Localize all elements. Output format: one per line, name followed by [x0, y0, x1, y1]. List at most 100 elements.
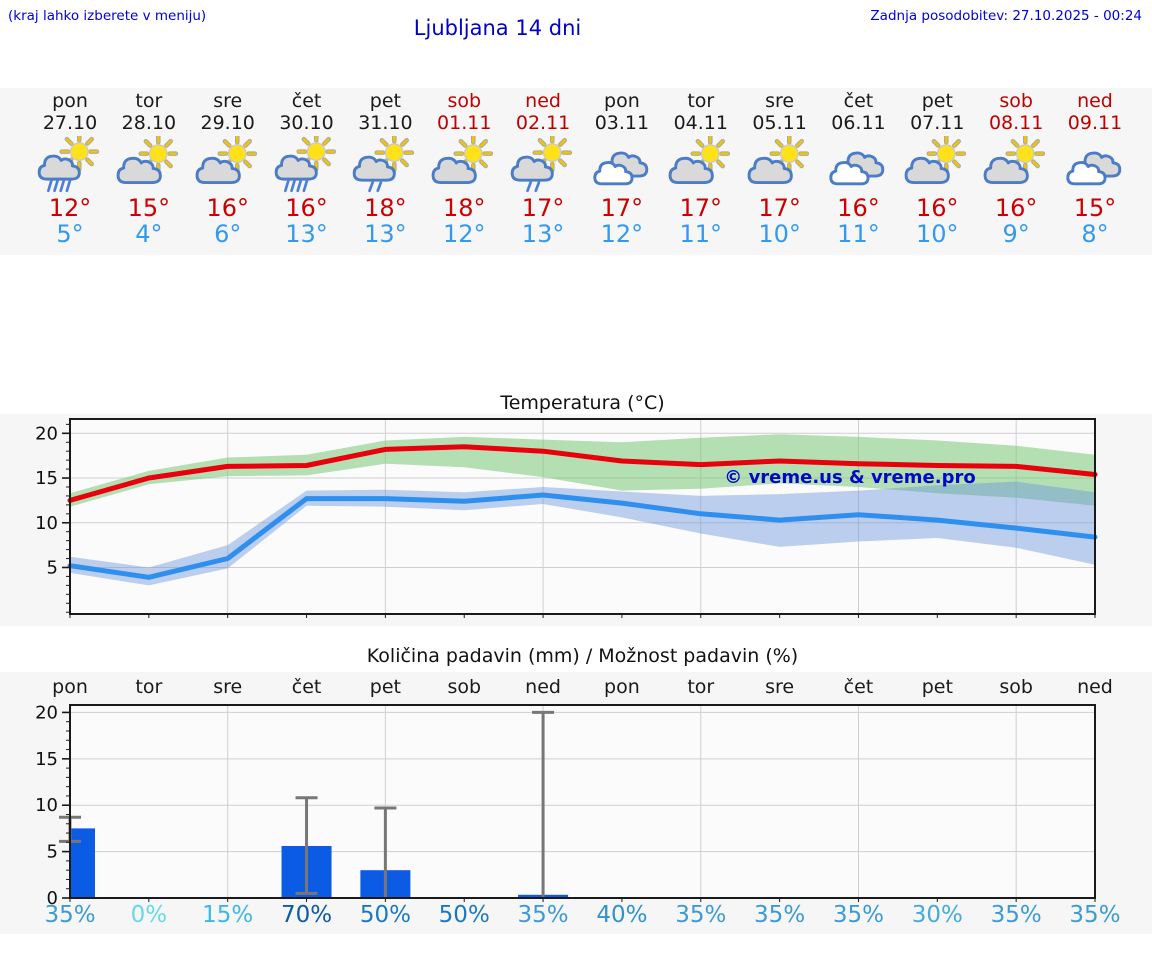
day-high-temp: 16° [206, 194, 249, 222]
precip-day-label: sob [447, 676, 482, 698]
precipitation-chart: pon tor sre čet pet sob ned pon tor sre čet pet sob n… [0, 672, 1152, 934]
precip-day-label: tor [687, 676, 715, 698]
day-column[interactable]: sob 01.11 18° 12° [425, 88, 504, 247]
precip-probability-label: 70% [280, 902, 333, 928]
precip-probability-label: 50% [438, 902, 490, 928]
day-name-label: sre [213, 90, 243, 112]
daily-forecast-row: pon 27.10 12° 5° tor 28.10 15° 4° sre 29.10 16° 6° č… [31, 88, 1135, 247]
day-high-temp: 15° [1073, 194, 1117, 222]
precip-day-label: sre [765, 676, 795, 698]
precip-probability-label: 35% [754, 902, 806, 928]
temperature-chart-title: Temperatura (°C) [500, 392, 665, 414]
day-column[interactable]: čet 30.10 16° 13° [267, 88, 346, 247]
day-column[interactable]: tor 28.10 15° 4° [109, 88, 188, 247]
day-column[interactable]: pet 31.10 18° 13° [346, 88, 425, 247]
day-column[interactable]: pon 03.11 17° 12° [583, 88, 662, 247]
day-low-temp: 13° [521, 220, 565, 248]
weather-cloudy-icon [819, 135, 898, 195]
weather-sun-cloud-icon [109, 135, 188, 195]
weather-sun-cloud-icon [425, 135, 504, 195]
precip-probability-label: 0% [130, 902, 168, 928]
day-low-temp: 12° [442, 220, 486, 248]
precip-day-label: tor [135, 676, 163, 698]
day-column[interactable]: sre 05.11 17° 10° [740, 88, 819, 247]
day-high-temp: 15° [127, 194, 171, 222]
precip-percent-row: 35% 0% 15% 70% 50% 50% 35% 40% 35% 35% 35% 30% 35% 35… [31, 901, 1135, 929]
day-high-temp: 18° [364, 194, 407, 222]
day-high-temp: 17° [758, 194, 801, 222]
page-title: Ljubljana 14 dni [413, 16, 582, 40]
svg-text:15: 15 [35, 749, 58, 770]
precip-probability-label: 35% [990, 902, 1042, 928]
precip-day-label: pet [921, 676, 953, 698]
weather-sun-cloud-drizzle-icon [504, 135, 583, 195]
svg-text:5: 5 [47, 842, 58, 863]
day-name-label: pon [604, 90, 640, 112]
day-low-temp: 4° [135, 220, 163, 248]
menu-hint-link[interactable]: (kraj lahko izberete v meniju) [8, 8, 207, 24]
day-date-label: 27.10 [42, 112, 98, 134]
svg-text:20: 20 [35, 423, 58, 444]
day-date-label: 29.10 [200, 112, 255, 134]
day-high-temp: 17° [521, 194, 565, 222]
precip-probability-label: 35% [44, 902, 96, 928]
day-low-temp: 8° [1081, 220, 1109, 248]
precip-day-label: pon [604, 676, 640, 698]
day-name-label: sob [999, 90, 1033, 112]
day-date-label: 31.10 [358, 112, 413, 134]
day-date-label: 07.11 [910, 112, 965, 134]
precip-day-label: ned [1077, 676, 1113, 698]
day-column[interactable]: tor 04.11 17° 11° [661, 88, 740, 247]
day-low-temp: 11° [679, 220, 723, 248]
day-name-label: čet [843, 90, 874, 112]
temperature-chart: © vreme.us & vreme.pro 5 10 15 20 [0, 414, 1152, 626]
day-column[interactable]: sre 29.10 16° 6° [188, 88, 267, 247]
weather-sun-cloud-icon [977, 135, 1056, 195]
day-date-label: 04.11 [673, 112, 728, 134]
precip-probability-label: 50% [359, 902, 411, 928]
day-low-temp: 12° [600, 220, 644, 248]
day-column[interactable]: sob 08.11 16° 9° [977, 88, 1056, 247]
weather-sun-cloud-rain-icon [31, 135, 110, 195]
day-column[interactable]: ned 09.11 15° 8° [1056, 88, 1135, 247]
day-low-temp: 6° [214, 220, 242, 248]
day-date-label: 09.11 [1067, 112, 1123, 134]
weather-sun-cloud-icon [740, 135, 819, 195]
day-column[interactable]: pon 27.10 12° 5° [31, 88, 110, 247]
svg-text:20: 20 [35, 702, 58, 723]
day-date-label: 01.11 [437, 112, 492, 134]
precip-day-label: čet [843, 676, 874, 698]
day-high-temp: 16° [285, 194, 328, 222]
weather-sun-cloud-icon [898, 135, 977, 195]
day-column[interactable]: čet 06.11 16° 11° [819, 88, 898, 247]
day-column[interactable]: ned 02.11 17° 13° [504, 88, 583, 247]
daily-forecast-strip: pon 27.10 12° 5° tor 28.10 15° 4° sre 29.10 16° 6° č… [0, 88, 1152, 255]
day-date-label: 28.10 [121, 112, 177, 134]
day-date-label: 30.10 [279, 112, 334, 134]
precipitation-chart-canvas: 0 5 10 15 20 [35, 702, 1096, 909]
temperature-chart-canvas: © vreme.us & vreme.pro 5 10 15 20 [35, 418, 1098, 618]
day-high-temp: 16° [994, 194, 1038, 222]
precip-probability-label: 35% [1069, 902, 1121, 928]
day-column[interactable]: pet 07.11 16° 10° [898, 88, 977, 247]
svg-text:10: 10 [35, 513, 58, 534]
day-name-label: pon [52, 90, 88, 112]
day-name-label: pet [921, 90, 953, 112]
precip-probability-label: 35% [832, 902, 885, 928]
day-low-temp: 11° [837, 220, 880, 248]
last-update-text: Zadnja posodobitev: 27.10.2025 - 00:24 [870, 8, 1142, 24]
day-low-temp: 10° [758, 220, 801, 248]
day-date-label: 02.11 [515, 112, 571, 134]
day-high-temp: 16° [916, 194, 959, 222]
day-name-label: čet [291, 90, 322, 112]
day-name-label: tor [135, 90, 163, 112]
day-high-temp: 18° [442, 194, 486, 222]
weather-cloudy-icon [1056, 135, 1135, 195]
svg-text:© vreme.us & vreme.pro: © vreme.us & vreme.pro [724, 467, 975, 488]
day-name-label: pet [369, 90, 401, 112]
weather-sun-cloud-rain-icon [267, 135, 346, 195]
precip-day-label: čet [291, 676, 322, 698]
weather-sun-cloud-icon [188, 135, 267, 195]
day-date-label: 06.11 [831, 112, 886, 134]
